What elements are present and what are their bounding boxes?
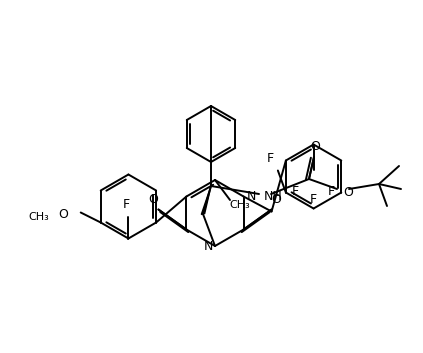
Text: F: F <box>328 185 335 198</box>
Text: O: O <box>58 208 68 221</box>
Text: O: O <box>148 193 158 206</box>
Text: CH₃: CH₃ <box>230 200 250 210</box>
Text: N: N <box>203 239 213 252</box>
Text: F: F <box>310 193 317 206</box>
Text: NH: NH <box>264 191 283 203</box>
Polygon shape <box>201 186 211 215</box>
Text: F: F <box>292 185 299 198</box>
Text: O: O <box>343 185 353 198</box>
Text: F: F <box>266 152 273 165</box>
Text: O: O <box>310 140 320 154</box>
Text: N: N <box>247 190 256 203</box>
Text: F: F <box>123 198 130 211</box>
Text: O: O <box>272 193 282 206</box>
Text: CH₃: CH₃ <box>28 211 49 221</box>
